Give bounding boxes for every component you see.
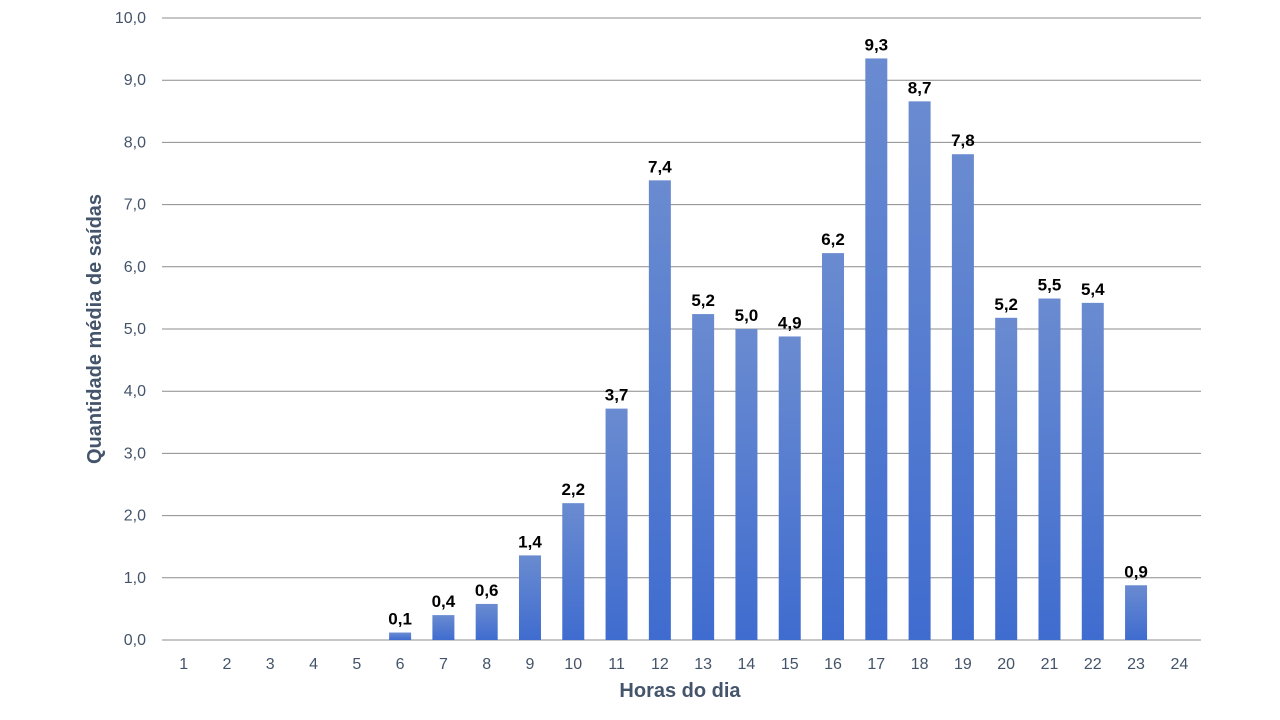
- data-label: 7,4: [648, 157, 672, 176]
- x-tick-label: 23: [1127, 656, 1145, 673]
- x-tick-label: 1: [179, 656, 188, 673]
- data-label: 3,7: [605, 386, 629, 405]
- data-label: 9,3: [864, 35, 888, 54]
- data-label: 6,2: [821, 230, 845, 249]
- y-tick-label: 3,0: [124, 445, 146, 462]
- y-tick-label: 0,0: [124, 632, 146, 649]
- data-label: 4,9: [778, 313, 802, 332]
- x-tick-label: 2: [222, 656, 231, 673]
- y-tick-label: 9,0: [124, 72, 146, 89]
- x-tick-label: 14: [738, 656, 756, 673]
- y-axis-tick-labels: 0,0 1,0 2,0 3,0 4,0 5,0 6,0 7,0 8,0 9,0 10,0: [115, 10, 146, 649]
- x-tick-label: 19: [954, 656, 972, 673]
- x-tick-label: 7: [439, 656, 448, 673]
- x-tick-label: 22: [1084, 656, 1102, 673]
- bar-hour-17: [865, 58, 888, 641]
- data-label: 1,4: [518, 532, 542, 551]
- x-axis-tick-labels: 1 2 3 4 5 6 7 8 9 10 11 12 13 14 15 16 17 18 19 20 21 22 23 24: [179, 656, 1188, 673]
- bar-hour-18: [908, 101, 931, 640]
- y-tick-label: 8,0: [124, 134, 146, 151]
- y-tick-label: 6,0: [124, 259, 146, 276]
- x-tick-label: 4: [309, 656, 318, 673]
- bar-hour-15: [778, 336, 801, 640]
- data-label: 5,2: [994, 295, 1018, 314]
- bar-hour-19: [951, 154, 974, 640]
- bar-hour-20: [995, 317, 1018, 640]
- x-tick-label: 24: [1170, 656, 1188, 673]
- bar-hour-23: [1125, 585, 1148, 640]
- x-tick-label: 18: [911, 656, 929, 673]
- x-tick-label: 10: [564, 656, 582, 673]
- data-label: 2,2: [561, 480, 585, 499]
- data-label: 0,6: [475, 581, 499, 600]
- bar-hour-14: [735, 329, 758, 640]
- data-label: 8,7: [908, 78, 932, 97]
- data-label: 0,9: [1124, 562, 1148, 581]
- y-axis-title: Quantidade média de saídas: [84, 194, 106, 464]
- data-label: 0,1: [388, 610, 412, 629]
- x-tick-label: 3: [266, 656, 275, 673]
- y-tick-label: 4,0: [124, 383, 146, 400]
- x-tick-label: 12: [651, 656, 669, 673]
- bar-hour-16: [822, 253, 845, 640]
- x-tick-label: 11: [608, 656, 625, 673]
- data-labels: 0,1 0,4 0,6 1,4 2,2 3,7 7,4 5,2 5,0 4,9 6,2 9,3 8,7 7…: [388, 35, 1148, 628]
- x-axis-title: Horas do dia: [619, 680, 741, 702]
- data-label: 5,0: [735, 306, 759, 325]
- y-tick-label: 10,0: [115, 10, 146, 27]
- bar-hour-21: [1038, 298, 1061, 640]
- data-label: 0,4: [432, 592, 456, 611]
- bar-hour-22: [1081, 302, 1104, 640]
- gridlines: [162, 17, 1201, 641]
- x-tick-label: 16: [824, 656, 842, 673]
- x-tick-label: 21: [1041, 656, 1059, 673]
- bars: [389, 58, 1148, 641]
- data-label: 7,8: [951, 131, 975, 150]
- y-tick-label: 5,0: [124, 321, 146, 338]
- bar-hour-11: [605, 408, 628, 640]
- bar-hour-10: [562, 503, 585, 640]
- x-tick-label: 6: [396, 656, 405, 673]
- x-tick-label: 13: [694, 656, 712, 673]
- y-tick-label: 2,0: [124, 508, 146, 525]
- x-tick-label: 8: [482, 656, 491, 673]
- bar-hour-8: [475, 603, 498, 640]
- data-label: 5,2: [691, 291, 715, 310]
- bar-hour-7: [432, 615, 455, 640]
- x-tick-label: 15: [781, 656, 799, 673]
- y-tick-label: 7,0: [124, 197, 146, 214]
- y-tick-label: 1,0: [124, 570, 146, 587]
- bar-hour-9: [518, 555, 541, 640]
- data-label: 5,5: [1038, 276, 1062, 295]
- x-tick-label: 17: [867, 656, 885, 673]
- bar-hour-6: [389, 632, 412, 640]
- bar-hour-12: [648, 180, 671, 641]
- x-tick-label: 5: [352, 656, 361, 673]
- x-tick-label: 9: [526, 656, 535, 673]
- bar-hour-13: [692, 314, 715, 640]
- data-label: 5,4: [1081, 280, 1105, 299]
- x-tick-label: 20: [997, 656, 1015, 673]
